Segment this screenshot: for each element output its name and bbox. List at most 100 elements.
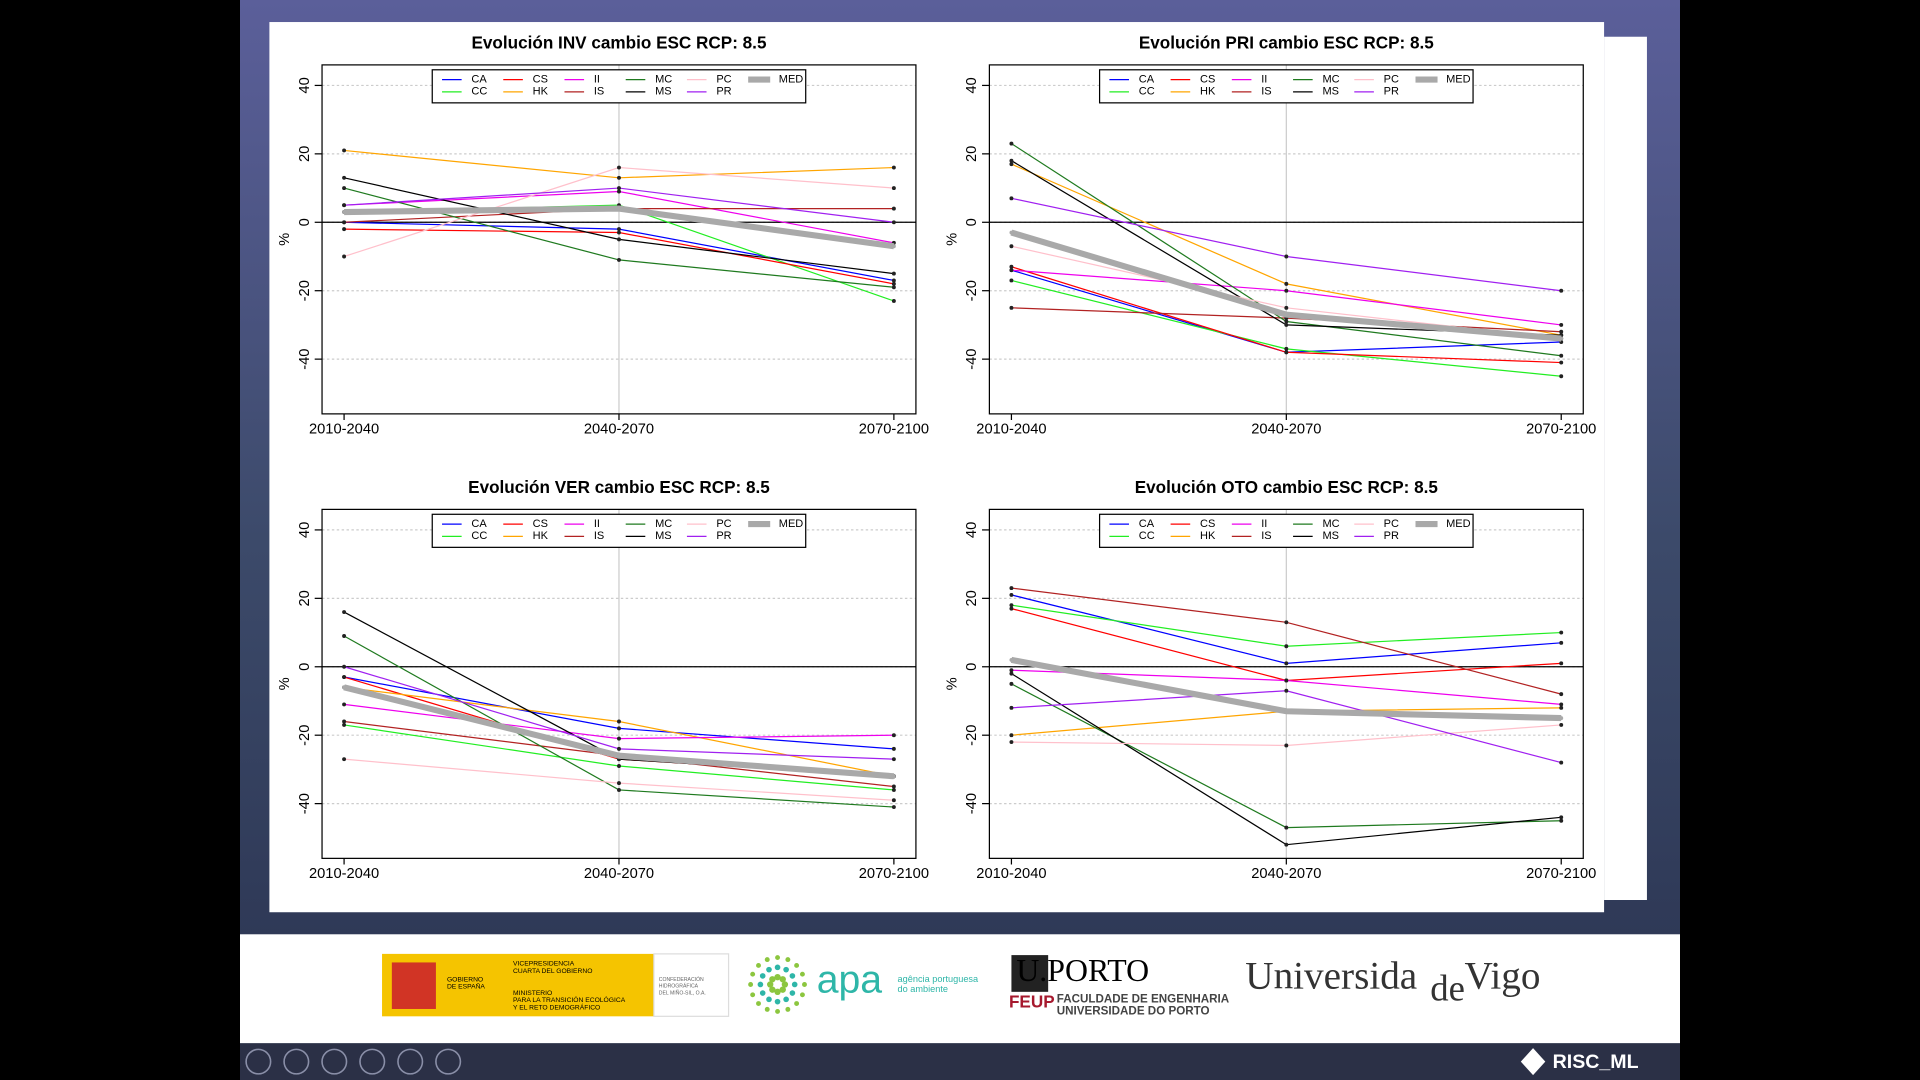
series-point: [1559, 630, 1564, 635]
legend-label: CC: [1139, 86, 1155, 98]
series-point: [1559, 716, 1564, 721]
apa-dot: [774, 988, 781, 996]
series-point: [891, 244, 896, 249]
y-tick-label: 20: [964, 146, 980, 162]
series-point: [1009, 586, 1014, 591]
series-point: [1009, 264, 1014, 269]
series-point: [617, 781, 621, 786]
series-point: [617, 719, 621, 724]
series-point: [1284, 678, 1289, 683]
footer-text: do ambiente: [898, 984, 948, 994]
series-point: [1284, 644, 1289, 649]
legend-label: CS: [533, 518, 548, 530]
x-tick-label: 2070-2100: [1526, 422, 1596, 438]
next-button[interactable]: [283, 1048, 310, 1075]
y-tick-label: -20: [964, 280, 980, 301]
series-point: [342, 610, 347, 614]
legend-label: MC: [1322, 73, 1339, 85]
series-point: [1559, 661, 1564, 666]
legend-label: PR: [716, 86, 731, 98]
apa-dot: [774, 998, 781, 1005]
chart: Evolución PRI cambio ESC RCP: 8.5% -40 -20…: [945, 33, 1597, 438]
series-point: [617, 726, 621, 731]
vigo-part: Universida: [1245, 955, 1417, 998]
series-point: [1009, 230, 1014, 235]
y-tick-label: 0: [297, 663, 313, 671]
series-point: [1559, 374, 1564, 379]
x-tick-label: 2010-2040: [309, 866, 379, 882]
zoom-button[interactable]: [397, 1048, 424, 1075]
series-point: [1559, 818, 1564, 823]
apa-dot: [775, 1008, 780, 1014]
apa-dot: [779, 976, 786, 983]
legend-label: II: [594, 518, 600, 530]
series-point: [1009, 244, 1014, 249]
footer-text: VICEPRESIDENCIA: [513, 960, 575, 967]
more-button[interactable]: [435, 1048, 462, 1075]
apa-dot: [766, 996, 772, 1003]
series-point: [342, 685, 347, 690]
apa-dot: [775, 955, 780, 960]
coat-of-arms: [391, 962, 436, 1009]
y-tick-label: -40: [297, 349, 313, 370]
series-point: [891, 784, 896, 789]
series-point: [342, 175, 347, 180]
apa-dot: [783, 996, 789, 1003]
series-point: [1009, 740, 1014, 745]
y-tick-label: 20: [297, 590, 313, 606]
series-point: [342, 148, 347, 153]
prev-button[interactable]: [245, 1048, 272, 1075]
uporto-emblem: [1011, 955, 1049, 992]
apa-dot: [799, 992, 805, 998]
apa-dot: [767, 981, 774, 988]
legend-label: II: [1261, 518, 1267, 530]
legend-label: IS: [1261, 86, 1271, 98]
apa-dot: [783, 966, 789, 973]
y-tick-label: 40: [297, 522, 313, 538]
series-point: [342, 757, 347, 762]
vigo-part: Vigo: [1464, 955, 1540, 998]
apa-dot: [779, 986, 786, 993]
apa-dot: [756, 962, 761, 968]
series-point: [342, 634, 347, 638]
apa-dot: [766, 966, 772, 973]
apa-dot: [759, 990, 766, 996]
legend-label: MC: [655, 518, 672, 530]
series-point: [617, 257, 621, 262]
legend-label: MS: [1322, 86, 1339, 98]
plot-frame: [321, 64, 917, 415]
series-point: [1284, 620, 1289, 625]
series-point: [891, 271, 896, 276]
series-point: [1009, 657, 1014, 662]
x-tick-label: 2010-2040: [976, 866, 1046, 882]
series-point: [1009, 305, 1014, 310]
footer-text: CUARTA DEL GOBIERNO: [513, 968, 592, 975]
legend-label: CC: [471, 86, 487, 98]
series-point: [1559, 322, 1564, 327]
series-point: [617, 753, 621, 758]
legend-box: [1098, 513, 1474, 548]
x-tick-label: 2070-2100: [1526, 866, 1596, 882]
legend-label: MC: [1322, 518, 1339, 530]
series-point: [1284, 842, 1289, 847]
y-tick-label: 0: [964, 218, 980, 226]
series-point: [1559, 760, 1564, 765]
series-point: [1559, 329, 1564, 334]
slides-button[interactable]: [359, 1048, 386, 1075]
series-point: [1009, 606, 1014, 611]
footer-text: MINISTERIO: [513, 990, 552, 997]
y-tick-label: 40: [964, 522, 980, 538]
series-point: [891, 299, 896, 303]
legend-label: PR: [1384, 530, 1399, 542]
series-point: [891, 805, 896, 810]
uporto-name: U.PORTO: [1016, 953, 1149, 988]
legend-label: II: [594, 73, 600, 85]
legend-label: CS: [1200, 73, 1215, 85]
series-point: [891, 186, 896, 191]
series-point: [617, 736, 621, 741]
pen-button[interactable]: [321, 1048, 348, 1075]
y-tick-label: -40: [964, 349, 980, 370]
series-point: [1559, 815, 1564, 820]
apa-dot: [750, 992, 756, 998]
